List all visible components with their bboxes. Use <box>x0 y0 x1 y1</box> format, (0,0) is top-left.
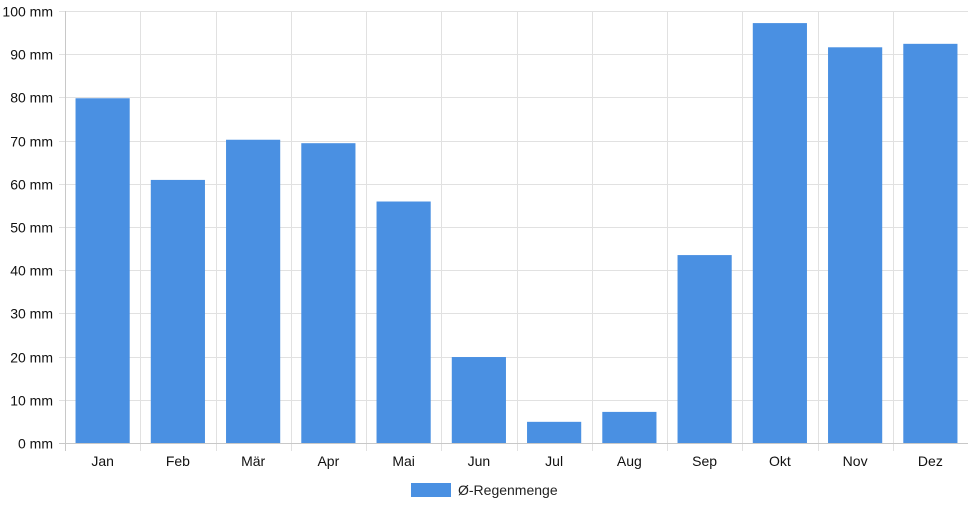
y-tick-label: 10 mm <box>10 393 53 409</box>
x-tick-label: Okt <box>769 453 791 469</box>
y-tick-label: 100 mm <box>2 4 53 20</box>
bar-apr[interactable] <box>301 143 356 443</box>
bar-jul[interactable] <box>527 421 582 443</box>
bar-nov[interactable] <box>828 47 883 444</box>
x-tick-label: Dez <box>918 453 943 469</box>
y-tick-label: 40 mm <box>10 263 53 279</box>
bar-mai[interactable] <box>376 201 431 443</box>
y-tick-label: 50 mm <box>10 220 53 236</box>
bar-sep[interactable] <box>677 255 732 443</box>
y-tick-label: 0 mm <box>18 436 53 452</box>
x-tick-label: Feb <box>166 453 190 469</box>
bars <box>75 23 958 444</box>
y-tick-label: 60 mm <box>10 177 53 193</box>
bar-jan[interactable] <box>75 98 130 443</box>
x-tick-label: Apr <box>317 453 339 469</box>
axes <box>59 11 968 451</box>
bar-okt[interactable] <box>752 23 807 443</box>
legend-swatch[interactable] <box>411 483 451 497</box>
x-tick-label: Mai <box>392 453 415 469</box>
legend[interactable]: Ø-Regenmenge <box>411 482 558 498</box>
bar-mär[interactable] <box>226 139 281 443</box>
y-tick-label: 70 mm <box>10 134 53 150</box>
bar-aug[interactable] <box>602 411 657 443</box>
bar-feb[interactable] <box>150 179 205 444</box>
bar-jun[interactable] <box>451 357 506 443</box>
y-tick-label: 90 mm <box>10 47 53 63</box>
y-tick-label: 80 mm <box>10 90 53 106</box>
x-axis-tick-labels: Jan Feb Mär Apr Mai Jun Jul Aug Sep Okt Nov Dez <box>91 453 942 469</box>
y-tick-label: 30 mm <box>10 306 53 322</box>
legend-label[interactable]: Ø-Regenmenge <box>458 482 558 498</box>
x-tick-label: Sep <box>692 453 717 469</box>
x-tick-label: Mär <box>241 453 265 469</box>
y-axis-tick-labels: 0 mm 10 mm 20 mm 30 mm 40 mm 50 mm 60 mm 70 mm 8… <box>2 4 53 452</box>
x-tick-label: Jan <box>91 453 114 469</box>
bar-dez[interactable] <box>903 43 958 443</box>
x-tick-label: Jun <box>468 453 491 469</box>
x-tick-label: Nov <box>843 453 868 469</box>
x-tick-label: Aug <box>617 453 642 469</box>
x-tick-label: Jul <box>545 453 563 469</box>
y-tick-label: 20 mm <box>10 350 53 366</box>
